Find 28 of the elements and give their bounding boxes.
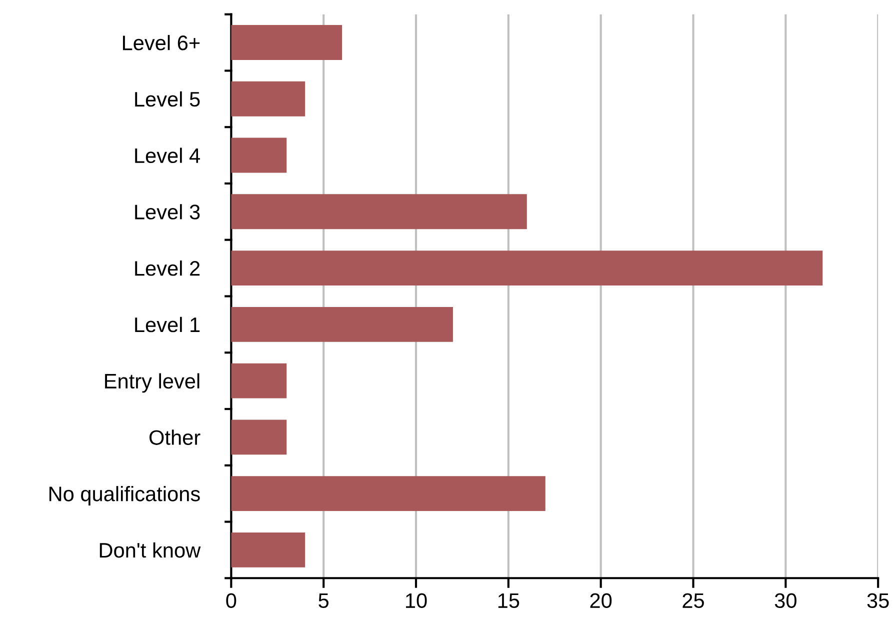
y-tick-label: Level 5	[135, 91, 200, 107]
bar	[231, 420, 287, 455]
bar	[231, 363, 287, 398]
y-tick-label: Don't know	[100, 542, 201, 558]
bar	[231, 306, 453, 342]
bar	[231, 194, 527, 230]
x-tick-label: 35	[867, 593, 889, 608]
y-tick-label: Level 3	[135, 204, 200, 220]
x-tick-label: 5	[318, 593, 329, 608]
x-tick-label: 20	[590, 593, 612, 608]
y-tick-label: Level 6+	[122, 34, 200, 50]
y-tick-label: Level 4	[135, 148, 200, 164]
y-tick-label: Level 1	[135, 316, 200, 332]
bar	[231, 476, 546, 512]
bar	[231, 81, 306, 116]
y-tick-label: Other	[150, 430, 200, 445]
bar	[231, 138, 287, 173]
y-tick-label: No qualifications	[49, 486, 200, 506]
x-tick-label: 25	[682, 593, 704, 608]
bar	[231, 25, 342, 60]
x-tick-label: 15	[498, 593, 520, 608]
x-tick-label: 0	[226, 593, 236, 608]
bar	[231, 532, 306, 568]
y-tick-label: Entry level	[105, 373, 200, 393]
x-tick-label: 10	[406, 593, 427, 608]
y-tick-label: Level 2	[135, 260, 200, 276]
bar	[231, 250, 823, 286]
x-tick-label: 30	[774, 593, 796, 608]
